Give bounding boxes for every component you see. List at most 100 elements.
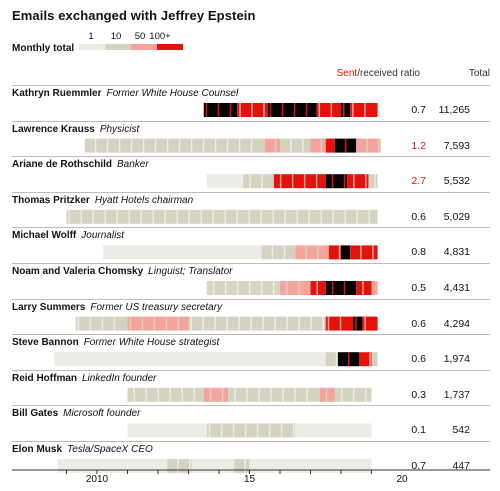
heat-stripe [248,209,250,224]
heat-segment [319,387,335,402]
heat-stripe [177,316,179,331]
person-name: Larry Summers [12,301,86,313]
person-name: Lawrence Krauss [12,123,95,135]
heat-segment [371,352,378,367]
legend-tick-label: 100+ [149,31,171,42]
heat-stripe [366,138,368,153]
row-label: Reid Hoffman LinkedIn founder [12,373,157,384]
heat-stripe [325,387,328,402]
person-name: Noam and Valeria Chomsky [12,266,144,277]
heat-segment [228,387,320,402]
heat-stripe [260,281,263,295]
heat-stripe [154,138,157,153]
heat-stripe [193,387,195,402]
person-role: Physicist [99,123,140,135]
person-role: Microsoft founder [63,408,141,420]
person-role: Hyatt Hotels chairman [94,194,194,206]
heat-stripe [104,209,106,224]
heat-stripe [258,387,260,402]
heat-stripe [130,138,133,153]
legend-tick-label: 10 [110,31,122,42]
sent-received-ratio: 0.6 [411,210,426,223]
heat-stripe [310,316,312,331]
heat-stripe [251,103,253,117]
heat-stripe [340,387,343,402]
heat-stripe [274,316,276,331]
heat-stripe [128,209,130,224]
heat-stripe [140,209,142,224]
person-name: Steve Bannon [12,337,79,349]
heat-stripe [362,281,364,295]
email-total: 4,431 [443,282,470,294]
heat-stripe [279,174,282,189]
heat-segment [371,281,378,295]
legend-swatch [79,44,105,50]
x-tick-label: 15 [243,474,256,485]
heat-stripe [298,281,300,295]
heat-segment [57,459,168,473]
heat-stripe [282,387,284,402]
heat-stripe [177,459,179,473]
heat-stripe [280,423,283,438]
person-role: Former US treasury secretary [90,301,223,313]
heat-stripe [327,316,330,331]
row-label: Noam and Valeria Chomsky Linguist; Transl… [12,266,232,277]
legend-swatch [157,44,183,50]
heat-stripe [169,387,171,402]
heat-stripe [372,245,374,260]
heat-stripe [344,209,346,224]
heat-stripe [332,209,334,224]
person-name: Elon Musk [12,444,63,455]
heat-stripe [221,387,224,402]
heat-stripe [101,316,104,331]
heat-stripe [355,316,357,331]
person-name: Kathryn Ruemmler [12,88,102,99]
heat-segment [188,316,326,331]
row-label: Bill Gates Microsoft founder [12,408,140,419]
heat-segment [347,174,369,189]
heat-stripe [284,209,286,224]
heat-segment [328,245,341,260]
heat-stripe [229,103,232,117]
row-label: Kathryn Ruemmler Former White House Couns… [12,88,238,99]
person-name: Ariane de Rothschild [12,159,113,171]
person-role: Linguist; Translator [148,266,233,277]
person-name: Michael Wolff [12,230,77,242]
heat-stripe [330,103,333,117]
heat-stripe [331,281,334,295]
heat-stripe [343,281,346,295]
heat-stripe [318,103,321,117]
heat-segment [350,245,378,260]
row-label: Michael Wolff Journalist [12,230,124,241]
heat-segment [310,138,326,153]
heat-stripe [322,316,324,331]
heat-stripe [232,423,235,438]
sent-received-ratio: 0.6 [411,317,426,330]
heat-stripe [356,209,358,224]
heat-stripe [250,316,252,331]
sent-received-ratio: 0.7 [411,104,426,116]
sent-received-ratio: 1.2 [411,139,426,152]
heat-stripe [106,138,109,153]
heat-stripe [176,209,178,224]
heat-stripe [305,245,307,260]
sent-received-ratio: 0.7 [411,460,426,472]
heat-stripe [293,103,296,117]
heat-stripe [331,174,334,189]
heat-segment [368,174,378,189]
heat-segment [356,281,372,295]
heat-segment [362,316,378,331]
heat-stripe [190,316,192,331]
heat-segment [54,352,128,367]
heat-stripe [226,138,229,153]
heat-stripe [200,209,202,224]
heat-stripe [234,387,236,402]
heat-segment [127,387,204,402]
heat-stripe [188,209,190,224]
heat-stripe [141,316,143,331]
heat-stripe [271,245,274,260]
heat-segment [295,245,329,260]
heat-stripe [217,103,220,117]
email-total: 4,831 [443,246,470,259]
heat-stripe [290,138,292,153]
